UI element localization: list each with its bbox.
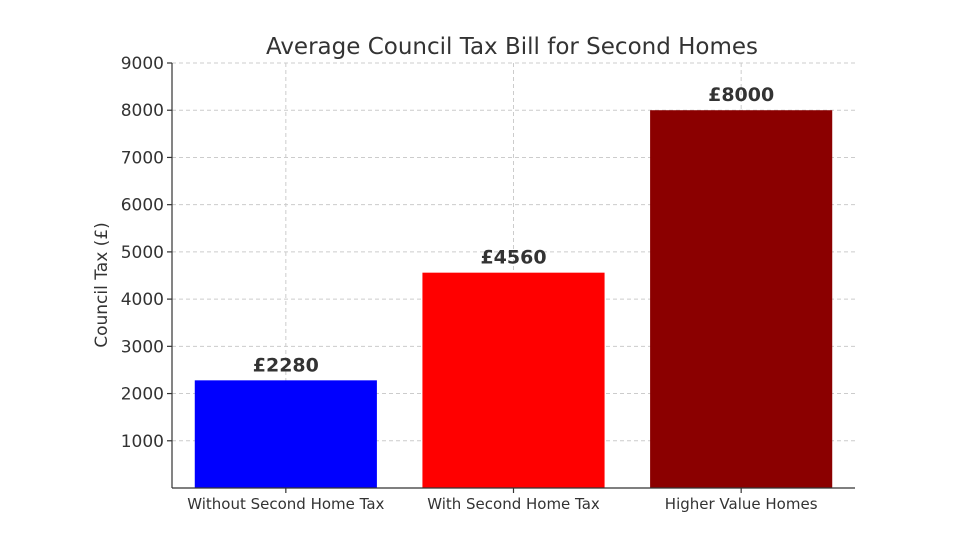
x-category-label: Without Second Home Tax [187, 495, 384, 513]
bar [194, 380, 377, 488]
y-tick-label: 4000 [121, 290, 164, 310]
y-ticks-layer: 1000 2000 3000 4000 5000 6000 7000 8000 9000 [121, 54, 172, 452]
bar [422, 272, 605, 488]
y-tick-label: 1000 [121, 432, 164, 452]
y-tick-label: 6000 [121, 196, 164, 216]
y-tick-label: 3000 [121, 337, 164, 357]
bar-value-label: £8000 [708, 84, 774, 106]
bars-layer [194, 110, 833, 488]
data-labels-layer: £2280 £4560 £8000 [253, 84, 774, 376]
x-category-layer: Without Second Home Tax With Second Home … [187, 488, 818, 513]
y-tick-label: 2000 [121, 385, 164, 405]
bar [650, 110, 833, 488]
chart-title: Average Council Tax Bill for Second Home… [266, 34, 758, 60]
y-tick-label: 8000 [121, 101, 164, 121]
bar-value-label: £4560 [480, 247, 546, 269]
x-category-label: Higher Value Homes [665, 495, 818, 513]
y-tick-label: 5000 [121, 243, 164, 263]
x-category-label: With Second Home Tax [427, 495, 600, 513]
y-tick-label: 7000 [121, 148, 164, 168]
y-axis-label: Council Tax (£) [92, 222, 112, 348]
bar-value-label: £2280 [253, 354, 319, 376]
y-tick-label: 9000 [121, 54, 164, 74]
